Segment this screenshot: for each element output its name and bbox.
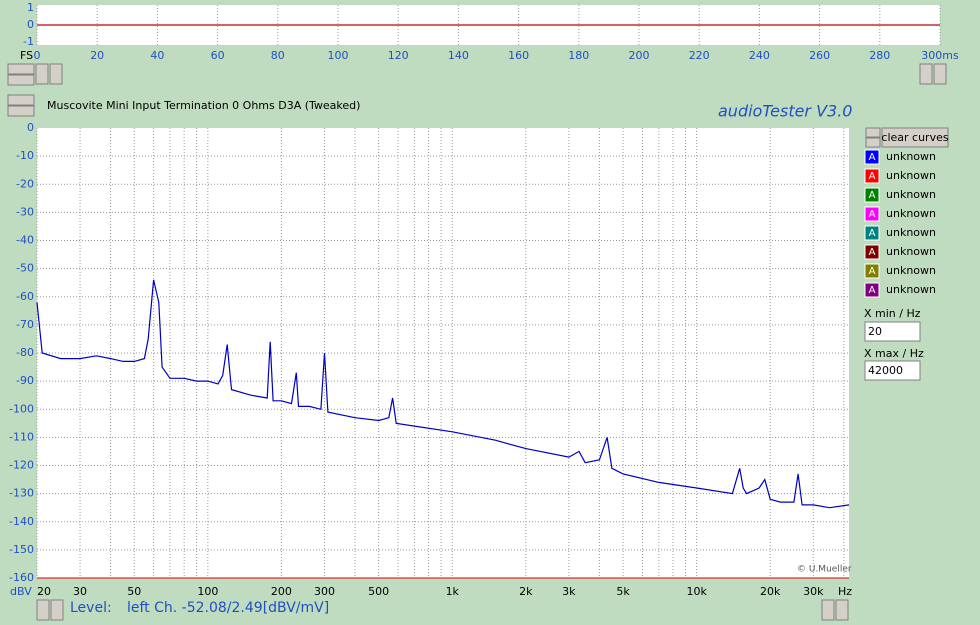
legend-icon: A xyxy=(869,285,876,296)
legend-swatch xyxy=(864,149,880,165)
x-tick-label: 240 xyxy=(749,49,770,62)
y-tick-label: -150 xyxy=(9,543,34,556)
x-tick-label: 1k xyxy=(446,585,460,598)
x-tick-label: 300 xyxy=(314,585,335,598)
y-tick-label: -80 xyxy=(16,346,34,359)
x-tick-label: 280 xyxy=(869,49,890,62)
legend-icon: A xyxy=(869,190,876,201)
y-tick-label: -110 xyxy=(9,430,34,443)
y-tick-label: -130 xyxy=(9,487,34,500)
clear-button[interactable] xyxy=(881,127,949,148)
xmax-label: X max / Hz xyxy=(864,347,924,360)
legend-label: unknown xyxy=(886,283,936,296)
x-tick-label: 50 xyxy=(127,585,141,598)
legend-label: unknown xyxy=(886,207,936,220)
x-tick-label: 20 xyxy=(37,585,51,598)
x-tick-label: 100 xyxy=(328,49,349,62)
x-axis-label: Hz xyxy=(838,585,852,598)
x-tick-label: 100 xyxy=(197,585,218,598)
legend-swatch xyxy=(864,282,880,298)
xmin-value[interactable]: 20 xyxy=(868,325,882,338)
data-line xyxy=(36,279,850,509)
x-tick-label: 5k xyxy=(616,585,630,598)
y-tick-label: -100 xyxy=(9,402,34,415)
x-tick-label: 30k xyxy=(803,585,824,598)
y-tick-label: 1 xyxy=(27,1,34,14)
x-tick-label: 120 xyxy=(388,49,409,62)
y-tick-label: -70 xyxy=(16,318,34,331)
legend-icon: A xyxy=(869,247,876,258)
x-tick-label: 200 xyxy=(629,49,650,62)
legend-swatch xyxy=(864,263,880,279)
x-tick-label: 80 xyxy=(271,49,285,62)
y-tick-label: 0 xyxy=(27,121,34,134)
legend-swatch xyxy=(864,225,880,241)
app-name: audioTester V3.0 xyxy=(718,102,852,121)
y-tick-label: -160 xyxy=(9,571,34,584)
x-tick-label: 260 xyxy=(809,49,830,62)
legend-icon: A xyxy=(869,209,876,220)
xmin-input[interactable] xyxy=(864,321,921,342)
x-tick-label: 220 xyxy=(689,49,710,62)
legend-label: unknown xyxy=(886,245,936,258)
legend-label: unknown xyxy=(886,264,936,277)
x-tick-label: 500 xyxy=(368,585,389,598)
x-tick-label: 3k xyxy=(562,585,576,598)
legend-label: unknown xyxy=(886,226,936,239)
y-tick-label: -30 xyxy=(16,205,34,218)
x-tick-label: 60 xyxy=(211,49,225,62)
x-tick-label: 20 xyxy=(90,49,104,62)
credit: © U.Mueller xyxy=(797,565,852,575)
legend-icon: A xyxy=(869,266,876,277)
y-tick-label: -20 xyxy=(16,177,34,190)
legend-label: unknown xyxy=(886,169,936,182)
x-tick-label: 200 xyxy=(271,585,292,598)
clear-button-label[interactable]: clear curves xyxy=(881,131,948,144)
x-tick-label: 30 xyxy=(73,585,87,598)
chart-title: Muscovite Mini Input Termination 0 Ohms … xyxy=(47,99,360,112)
xmin-label: X min / Hz xyxy=(864,307,921,320)
x-tick-label: 180 xyxy=(568,49,589,62)
status-text: left Ch. -52.08/2.49[dBV/mV] xyxy=(127,600,329,616)
y-tick-label: -60 xyxy=(16,290,34,303)
status-label: Level: xyxy=(70,600,112,616)
xmax-value[interactable]: 42000 xyxy=(868,364,903,377)
y-tick-label: 0 xyxy=(27,18,34,31)
legend-icon: A xyxy=(869,152,876,163)
x-axis-label: FS xyxy=(20,49,33,62)
x-tick-label: 40 xyxy=(150,49,164,62)
y-tick-label: -10 xyxy=(16,149,34,162)
xmax-input[interactable] xyxy=(864,360,921,381)
x-tick-label: 160 xyxy=(508,49,529,62)
y-tick-label: -40 xyxy=(16,234,34,247)
x-tick-label: 0 xyxy=(34,49,41,62)
legend-label: unknown xyxy=(886,188,936,201)
legend-swatch xyxy=(864,168,880,184)
legend-icon: A xyxy=(869,171,876,182)
x-tick-label: 2k xyxy=(519,585,533,598)
legend-icon: A xyxy=(869,228,876,239)
y-tick-label: -90 xyxy=(16,374,34,387)
x-tick-label: 10k xyxy=(686,585,707,598)
x-tick-label: 300ms xyxy=(921,49,959,62)
y-tick-label: -140 xyxy=(9,515,34,528)
y-axis-label: dBV xyxy=(10,585,32,598)
spinners[interactable] xyxy=(7,63,947,621)
legend-swatch xyxy=(864,244,880,260)
y-tick-label: -50 xyxy=(16,262,34,275)
x-tick-label: 20k xyxy=(760,585,781,598)
y-tick-label: -1 xyxy=(23,35,34,48)
legend-swatch xyxy=(864,206,880,222)
legend-swatch xyxy=(864,187,880,203)
x-tick-label: 140 xyxy=(448,49,469,62)
y-tick-label: -120 xyxy=(9,459,34,472)
legend-label: unknown xyxy=(886,150,936,163)
